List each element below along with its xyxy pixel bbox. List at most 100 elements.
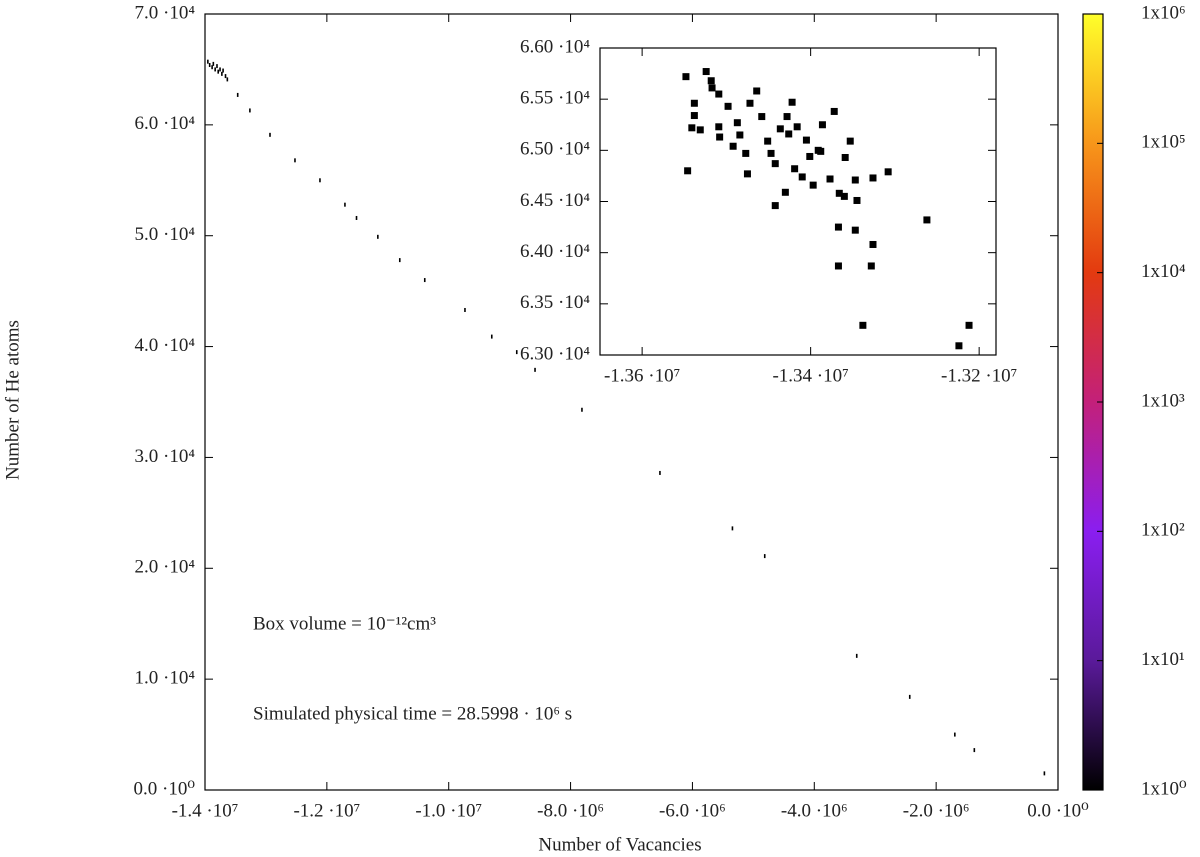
point — [746, 99, 754, 107]
x-tick-label: -1.0 ·10⁷ — [415, 800, 482, 821]
point — [869, 174, 877, 182]
point — [319, 178, 321, 183]
point — [771, 160, 779, 168]
point — [684, 167, 692, 175]
x-tick-label: -1.4 ·10⁷ — [172, 800, 239, 821]
point — [682, 73, 690, 81]
point — [708, 84, 716, 92]
point — [817, 147, 825, 155]
point — [208, 62, 211, 67]
colorbar-tick-label: 1x10⁴ — [1141, 261, 1186, 282]
point — [758, 113, 766, 121]
point — [798, 173, 806, 181]
y-tick-label: 6.0 ·10⁴ — [135, 113, 196, 134]
y-tick-label: 6.50 ·10⁴ — [520, 139, 590, 160]
point — [767, 149, 775, 157]
point — [753, 87, 761, 95]
point — [224, 74, 227, 79]
x-tick-label: -1.34 ·10⁷ — [772, 365, 848, 386]
point — [802, 136, 810, 144]
point — [214, 67, 216, 72]
point — [216, 64, 218, 69]
point — [534, 367, 536, 372]
point — [731, 526, 734, 531]
colorbar-tick-label: 1x10⁶ — [1141, 2, 1186, 23]
point — [791, 165, 799, 173]
point — [219, 67, 221, 72]
point — [908, 694, 911, 699]
annotation: Box volume = 10⁻¹²cm³ — [253, 613, 436, 634]
point — [781, 188, 789, 196]
point — [742, 149, 750, 157]
y-axis-label: Number of He atoms — [2, 320, 23, 480]
point — [377, 234, 379, 239]
y-tick-label: 7.0 ·10⁴ — [135, 2, 196, 23]
point — [222, 68, 224, 73]
point — [715, 90, 723, 98]
x-tick-label: -4.0 ·10⁶ — [781, 800, 848, 821]
point — [211, 65, 213, 70]
point — [716, 133, 724, 141]
x-tick-label: -1.2 ·10⁷ — [293, 800, 360, 821]
point — [764, 137, 772, 145]
point — [702, 68, 710, 76]
point — [515, 350, 518, 355]
point — [954, 732, 956, 737]
point — [859, 321, 867, 329]
point — [855, 653, 858, 658]
y-tick-label: 6.55 ·10⁴ — [520, 88, 590, 109]
point — [659, 470, 661, 475]
y-tick-label: 6.40 ·10⁴ — [520, 241, 590, 262]
point — [236, 92, 239, 97]
point — [696, 126, 704, 134]
point — [834, 223, 842, 231]
point — [965, 321, 973, 329]
point — [884, 168, 892, 176]
point — [688, 124, 696, 132]
point — [226, 77, 229, 82]
y-tick-label: 5.0 ·10⁴ — [135, 224, 196, 245]
point — [724, 102, 732, 110]
point — [826, 175, 834, 183]
colorbar-tick-label: 1x10² — [1141, 520, 1185, 541]
colorbar-tick-label: 1x10³ — [1141, 390, 1185, 411]
y-tick-label: 6.35 ·10⁴ — [520, 292, 590, 313]
annotation: Simulated physical time = 28.5998 · 10⁶ … — [253, 703, 572, 724]
point — [835, 189, 843, 197]
point — [715, 123, 723, 131]
x-tick-label: 0.0 ·10⁰ — [1027, 800, 1089, 821]
x-tick-label: -6.0 ·10⁶ — [659, 800, 726, 821]
point — [785, 130, 793, 138]
point — [793, 123, 801, 131]
point — [783, 113, 791, 121]
point — [846, 137, 854, 145]
point — [955, 342, 963, 350]
plot-area — [204, 13, 1059, 791]
point — [733, 119, 741, 127]
point — [207, 59, 209, 64]
point — [771, 202, 779, 210]
point — [398, 258, 401, 263]
point — [217, 69, 220, 74]
x-axis-label: Number of Vacancies — [538, 834, 701, 855]
point — [869, 240, 877, 248]
point — [788, 98, 796, 106]
x-tick-label: -2.0 ·10⁶ — [903, 800, 970, 821]
point — [806, 152, 814, 160]
point — [269, 132, 271, 137]
y-tick-label: 3.0 ·10⁴ — [135, 446, 196, 467]
point — [763, 554, 766, 559]
y-tick-label: 6.30 ·10⁴ — [520, 343, 590, 364]
point — [809, 181, 817, 189]
y-tick-label: 6.60 ·10⁴ — [520, 36, 590, 57]
x-tick-label: -1.32 ·10⁷ — [941, 365, 1017, 386]
point — [490, 334, 493, 339]
point — [776, 125, 784, 133]
point — [464, 307, 466, 312]
point — [581, 407, 583, 412]
point — [851, 226, 859, 234]
point — [853, 196, 861, 204]
plot-area — [599, 47, 997, 356]
point — [818, 121, 826, 129]
